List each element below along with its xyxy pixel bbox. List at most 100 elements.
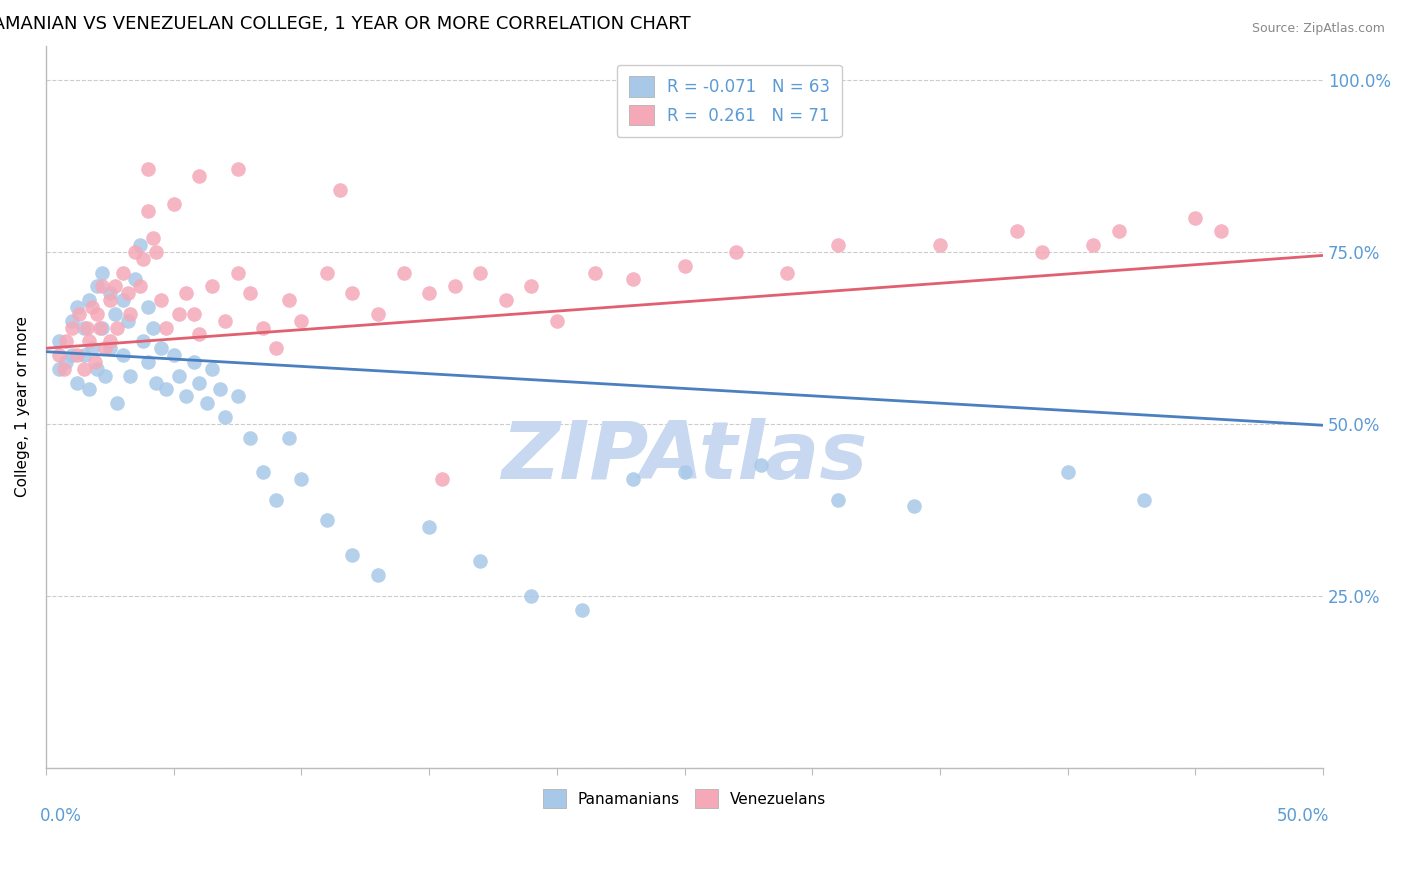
Point — [155, 320, 177, 334]
Point — [129, 238, 152, 252]
Point — [195, 396, 218, 410]
Point — [136, 355, 159, 369]
Point — [117, 286, 139, 301]
Point — [91, 320, 114, 334]
Point — [89, 320, 111, 334]
Point — [79, 334, 101, 349]
Point — [1133, 492, 1156, 507]
Point — [776, 266, 799, 280]
Legend: Panamanians, Venezuelans: Panamanians, Venezuelans — [537, 783, 832, 814]
Point — [79, 383, 101, 397]
Point — [430, 472, 453, 486]
Point — [316, 266, 339, 280]
Point — [132, 334, 155, 349]
Point — [188, 327, 211, 342]
Point — [107, 320, 129, 334]
Point — [418, 520, 440, 534]
Point — [1184, 211, 1206, 225]
Point — [98, 334, 121, 349]
Point — [129, 279, 152, 293]
Point — [239, 431, 262, 445]
Point — [583, 266, 606, 280]
Point — [111, 348, 134, 362]
Point — [60, 348, 83, 362]
Point — [264, 341, 287, 355]
Point — [111, 266, 134, 280]
Point — [329, 183, 352, 197]
Point — [120, 307, 142, 321]
Point — [55, 355, 77, 369]
Point — [60, 320, 83, 334]
Point — [80, 341, 103, 355]
Point — [111, 293, 134, 307]
Point — [142, 231, 165, 245]
Point — [124, 244, 146, 259]
Point — [827, 492, 849, 507]
Point — [142, 320, 165, 334]
Point — [60, 314, 83, 328]
Point — [342, 548, 364, 562]
Point — [673, 465, 696, 479]
Point — [117, 314, 139, 328]
Point — [145, 376, 167, 390]
Point — [73, 348, 96, 362]
Text: 0.0%: 0.0% — [39, 807, 82, 825]
Point — [120, 368, 142, 383]
Point — [623, 472, 645, 486]
Point — [91, 266, 114, 280]
Point — [176, 389, 198, 403]
Point — [73, 362, 96, 376]
Point — [201, 362, 224, 376]
Point — [183, 307, 205, 321]
Point — [188, 169, 211, 184]
Point — [145, 244, 167, 259]
Point — [264, 492, 287, 507]
Point — [149, 293, 172, 307]
Point — [1056, 465, 1078, 479]
Point — [73, 320, 96, 334]
Point — [104, 307, 127, 321]
Point — [52, 362, 75, 376]
Point — [392, 266, 415, 280]
Point — [252, 320, 274, 334]
Point — [929, 238, 952, 252]
Point — [277, 293, 299, 307]
Point — [201, 279, 224, 293]
Point — [208, 383, 231, 397]
Point — [903, 500, 925, 514]
Point — [86, 307, 108, 321]
Point — [80, 300, 103, 314]
Point — [226, 162, 249, 177]
Point — [749, 458, 772, 472]
Point — [76, 320, 98, 334]
Point — [290, 472, 312, 486]
Point — [93, 341, 115, 355]
Point — [316, 513, 339, 527]
Point — [470, 266, 492, 280]
Point — [183, 355, 205, 369]
Point — [65, 348, 87, 362]
Point — [167, 368, 190, 383]
Point — [1031, 244, 1053, 259]
Point — [104, 279, 127, 293]
Point — [98, 293, 121, 307]
Point — [48, 348, 70, 362]
Point — [136, 203, 159, 218]
Point — [277, 431, 299, 445]
Point — [239, 286, 262, 301]
Point — [136, 162, 159, 177]
Point — [520, 279, 543, 293]
Point — [290, 314, 312, 328]
Point — [495, 293, 517, 307]
Point — [93, 368, 115, 383]
Text: PANAMANIAN VS VENEZUELAN COLLEGE, 1 YEAR OR MORE CORRELATION CHART: PANAMANIAN VS VENEZUELAN COLLEGE, 1 YEAR… — [0, 15, 690, 33]
Point — [48, 334, 70, 349]
Point — [443, 279, 465, 293]
Point — [214, 314, 236, 328]
Point — [163, 197, 186, 211]
Point — [176, 286, 198, 301]
Point — [107, 396, 129, 410]
Text: ZIPAtlas: ZIPAtlas — [502, 418, 868, 496]
Text: Source: ZipAtlas.com: Source: ZipAtlas.com — [1251, 22, 1385, 36]
Point — [214, 409, 236, 424]
